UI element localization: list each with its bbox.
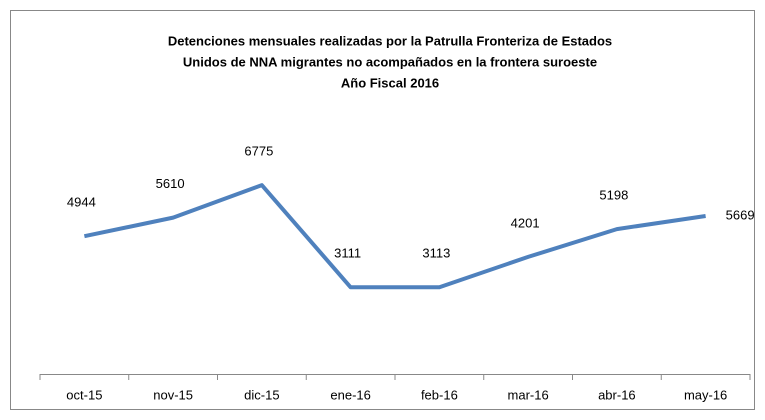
- data-label: 4944: [67, 195, 96, 210]
- x-tick-label: feb-16: [421, 387, 458, 402]
- data-label: 5198: [599, 188, 628, 203]
- data-line: [83, 183, 706, 290]
- data-label: 5669: [726, 207, 755, 222]
- x-tick-label: ene-16: [330, 387, 370, 402]
- chart-title: Detenciones mensuales realizadas por la …: [168, 33, 612, 48]
- x-tick-label: may-16: [684, 387, 727, 402]
- chart-border: [10, 10, 755, 410]
- data-label: 6775: [244, 144, 273, 159]
- chart-title: Unidos de NNA migrantes no acompañados e…: [183, 54, 597, 69]
- x-tick-label: mar-16: [508, 387, 549, 402]
- data-label: 3113: [422, 246, 450, 261]
- data-label: 3111: [334, 246, 361, 261]
- x-tick-label: nov-15: [153, 387, 193, 402]
- chart-title: Año Fiscal 2016: [341, 75, 439, 90]
- data-label: 4201: [511, 215, 540, 230]
- x-tick-label: abr-16: [598, 387, 636, 402]
- x-tick-label: oct-15: [66, 387, 102, 402]
- data-label: 5610: [156, 176, 185, 191]
- x-tick-label: dic-15: [244, 387, 279, 402]
